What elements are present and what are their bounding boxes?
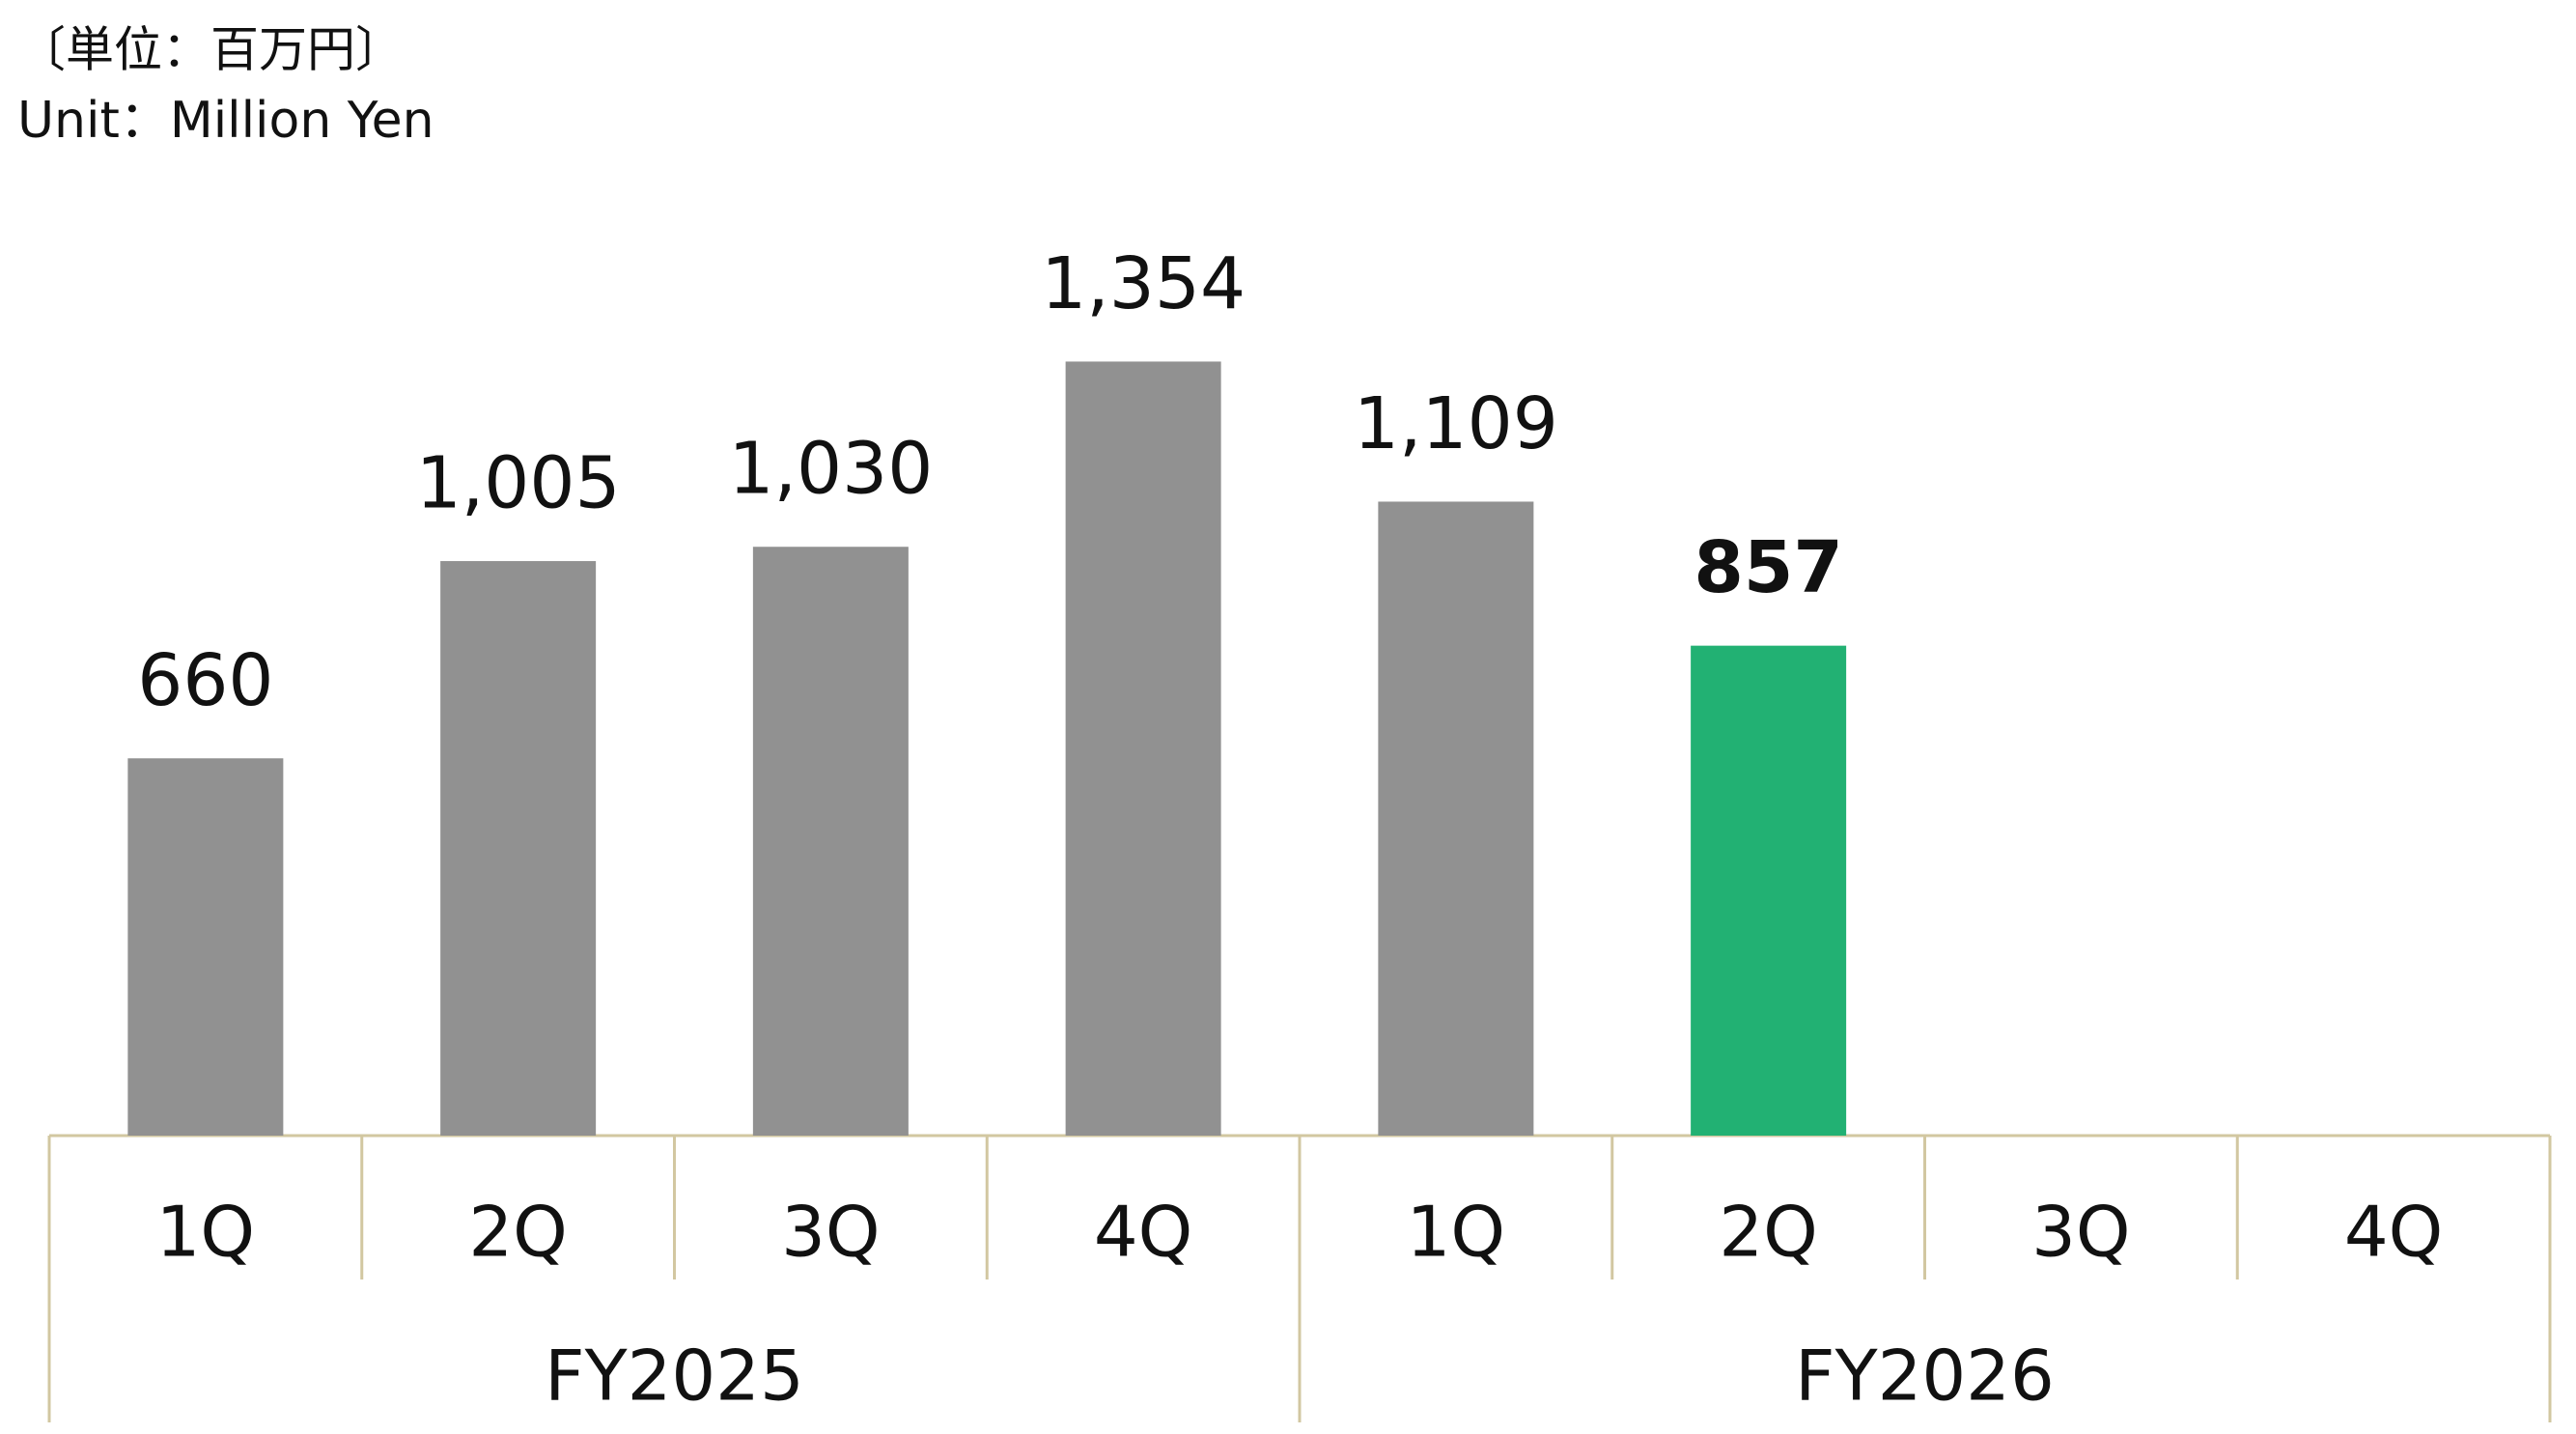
x-tick-label: 3Q <box>2031 1192 2130 1273</box>
x-tick-label: 4Q <box>2344 1192 2443 1273</box>
bar <box>127 758 284 1136</box>
x-tick-label: 3Q <box>781 1192 880 1273</box>
group-label: FY2026 <box>1795 1336 2055 1417</box>
x-tick-label: 1Q <box>1407 1192 1505 1273</box>
x-tick-label: 2Q <box>468 1192 567 1273</box>
value-label: 1,354 <box>1041 242 1246 325</box>
x-tick-label: 1Q <box>156 1192 255 1273</box>
x-tick-label: 2Q <box>1719 1192 1817 1273</box>
bar <box>1065 361 1221 1136</box>
value-label: 660 <box>137 639 273 722</box>
x-tick-label: 4Q <box>1094 1192 1192 1273</box>
unit-label-en: Unit：Million Yen <box>17 92 434 150</box>
value-label: 1,109 <box>1354 382 1558 465</box>
bar <box>440 561 597 1136</box>
value-label: 1,005 <box>416 442 621 525</box>
group-label: FY2025 <box>545 1336 804 1417</box>
value-label: 857 <box>1694 526 1842 609</box>
unit-label-ja: 〔単位：百万円〕 <box>17 22 404 78</box>
value-label: 1,030 <box>728 428 933 511</box>
bar <box>1691 645 1847 1136</box>
bar <box>752 547 909 1136</box>
bar <box>1378 501 1534 1136</box>
